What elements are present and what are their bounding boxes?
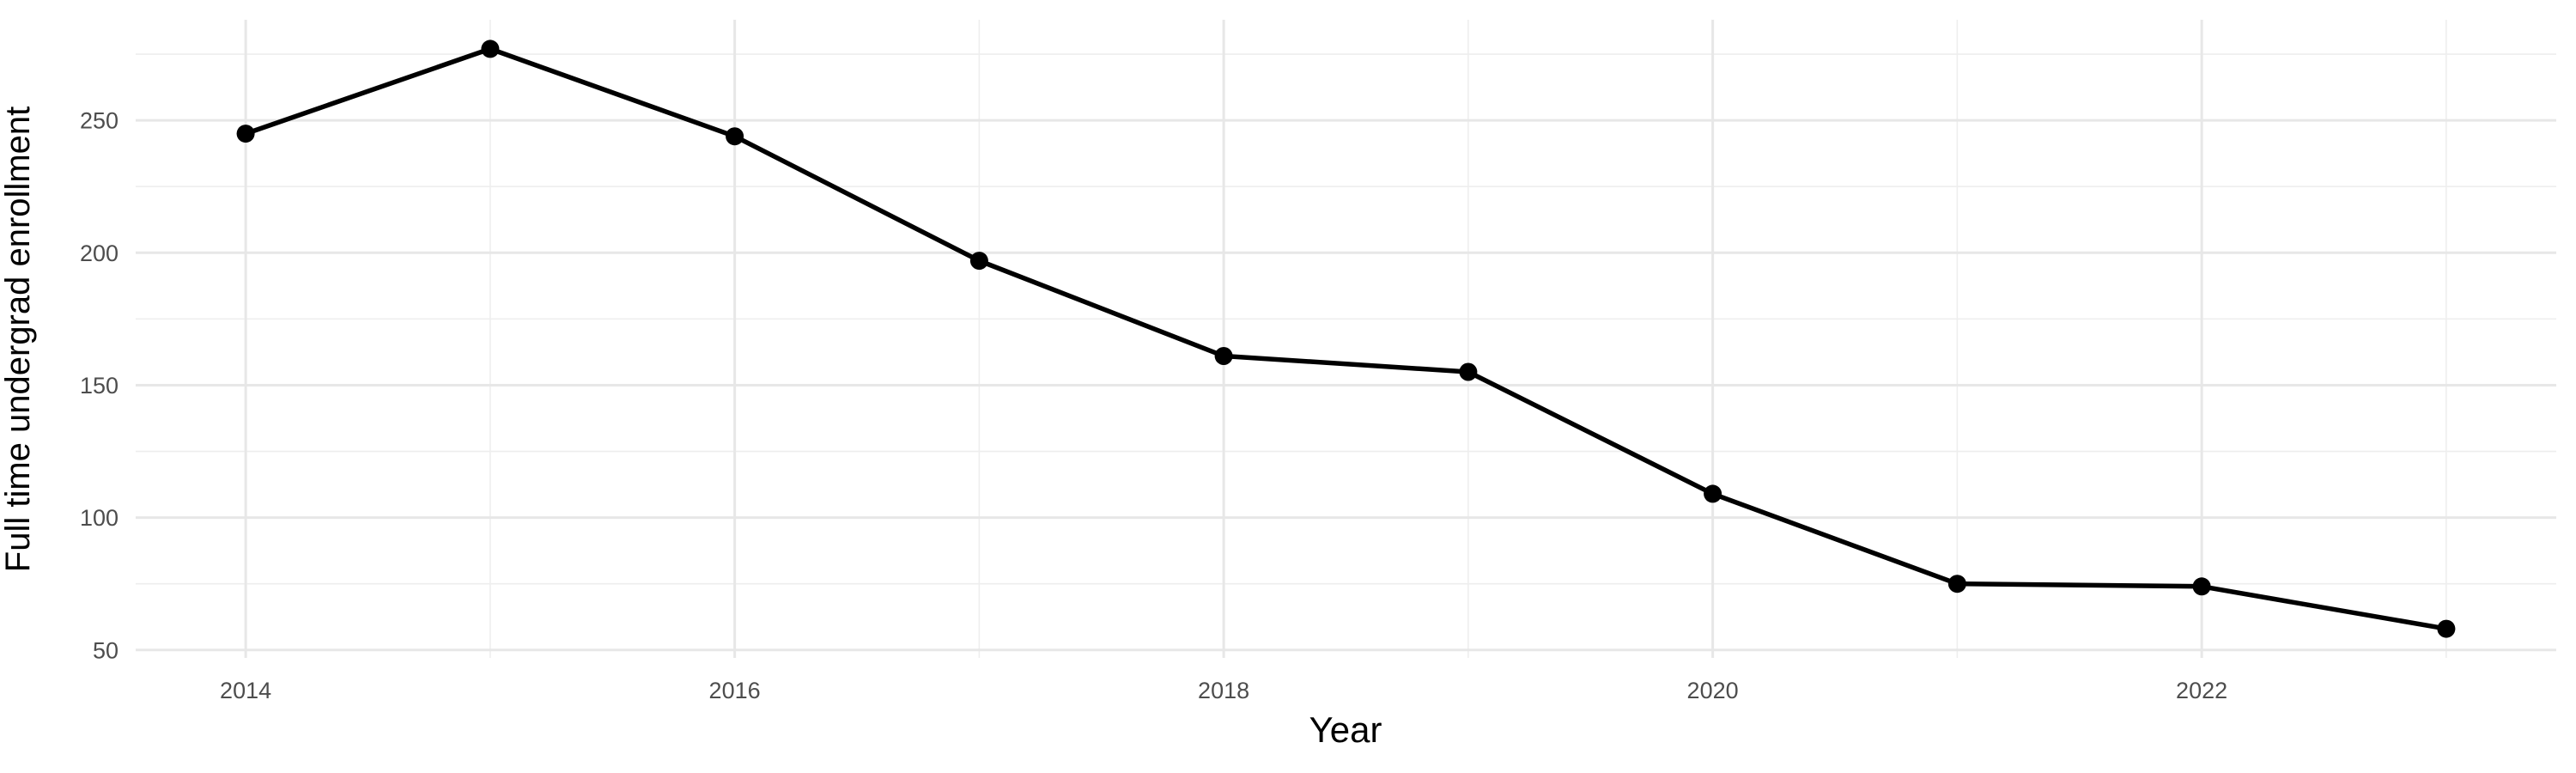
data-point-2016 [726,127,744,146]
y-tick-label: 150 [80,373,118,399]
y-tick-label: 50 [93,637,118,663]
data-point-2021 [1947,575,1966,593]
y-tick-label: 100 [80,505,118,531]
data-point-2017 [969,252,988,271]
data-point-2014 [236,125,255,143]
x-tick-label: 2018 [1198,678,1249,703]
x-axis-title: Year [1309,709,1382,750]
y-tick-label: 200 [80,240,118,266]
data-point-2020 [1704,484,1722,503]
data-point-2023 [2437,619,2456,638]
x-tick-label: 2016 [709,678,761,703]
data-point-2018 [1214,347,1233,365]
major-gridlines [136,20,2556,658]
x-tick-label: 2022 [2176,678,2227,703]
x-axis-tick-labels: 2014 2016 2018 2020 2022 [220,678,2227,703]
data-points [236,40,2456,638]
data-point-2015 [481,40,500,58]
y-axis-title: Full time undergrad enrollment [0,107,37,572]
data-point-2022 [2192,577,2211,596]
minor-gridlines [136,20,2556,658]
x-tick-label: 2014 [220,678,271,703]
data-point-2019 [1459,362,1478,381]
y-tick-label: 250 [80,108,118,134]
enrollment-line [243,46,2449,631]
y-axis-tick-labels: 50 100 150 200 250 [80,108,118,664]
x-tick-label: 2020 [1687,678,1739,703]
